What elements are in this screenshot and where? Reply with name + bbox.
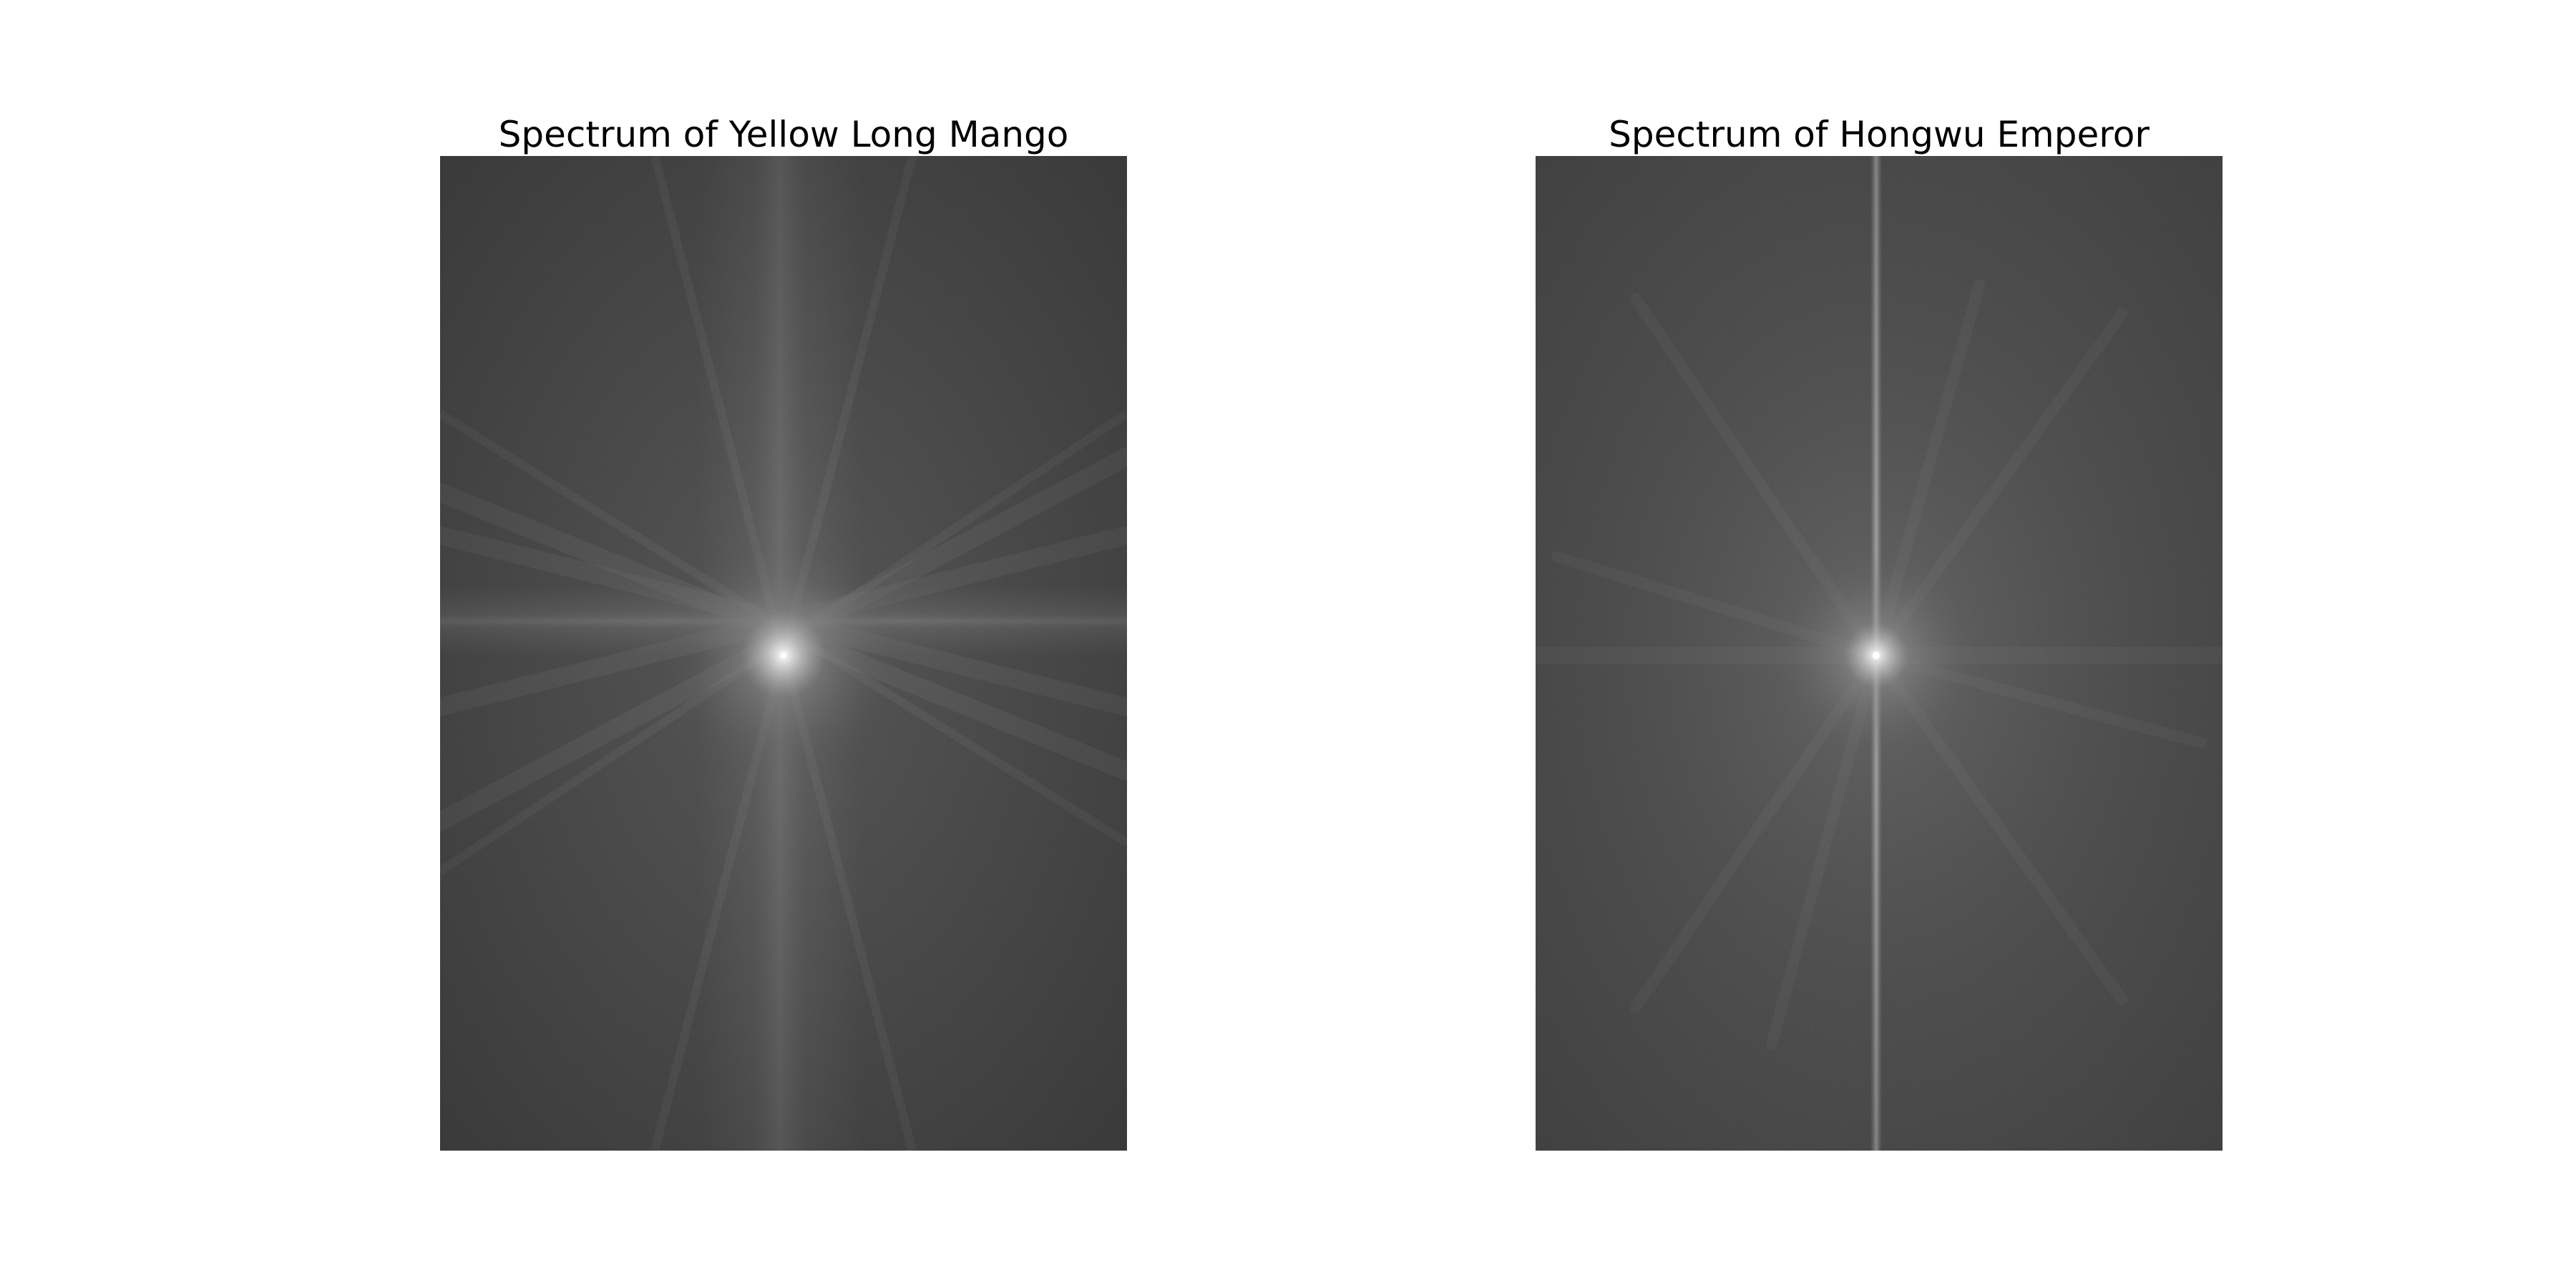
spectrum-panel-mango: Spectrum of Yellow Long Mango (440, 0, 1127, 1288)
spectrum-title-mango: Spectrum of Yellow Long Mango (498, 114, 1069, 155)
spectrum-title-hongwu: Spectrum of Hongwu Emperor (1609, 114, 2150, 155)
spectrum-image-hongwu (1536, 156, 2223, 1151)
spectrum-panel-hongwu: Spectrum of Hongwu Emperor (1536, 0, 2223, 1288)
spectrum-image-mango (440, 156, 1127, 1151)
